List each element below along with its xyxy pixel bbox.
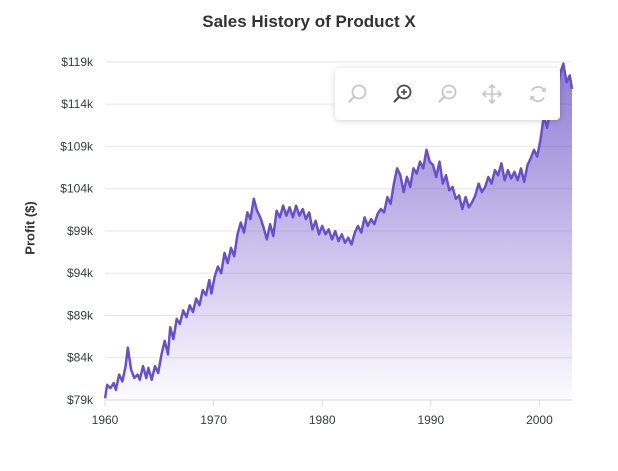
reset-icon bbox=[530, 85, 546, 103]
x-tick-label: 1960 bbox=[92, 413, 119, 427]
y-axis: $79k $84k $89k $94k $99k $104k $109k $114k $119k bbox=[60, 55, 94, 407]
x-tick-label: 1980 bbox=[309, 413, 336, 427]
reset-button[interactable] bbox=[525, 81, 551, 107]
pan-icon bbox=[481, 83, 503, 105]
selection-zoom-icon bbox=[348, 84, 367, 103]
zoom-out-icon bbox=[438, 84, 457, 103]
x-axis: 1960 1970 1980 1990 2000 bbox=[92, 399, 572, 427]
y-tick-label: $109k bbox=[60, 139, 94, 153]
y-tick-label: $89k bbox=[67, 308, 94, 322]
zoom-in-button[interactable] bbox=[390, 81, 416, 107]
y-tick-label: $114k bbox=[61, 97, 94, 111]
x-tick-label: 1990 bbox=[417, 413, 444, 427]
y-tick-label: $94k bbox=[67, 266, 94, 280]
y-tick-label: $79k bbox=[67, 393, 94, 407]
series-line bbox=[103, 62, 574, 399]
pan-button[interactable] bbox=[479, 81, 505, 107]
series-area bbox=[105, 63, 572, 400]
y-tick-label: $104k bbox=[60, 182, 94, 196]
selection-zoom-button[interactable] bbox=[345, 81, 371, 107]
zoom-in-icon bbox=[393, 84, 412, 103]
y-tick-label: $119k bbox=[61, 55, 94, 69]
x-tick-label: 2000 bbox=[526, 413, 553, 427]
zoom-out-button[interactable] bbox=[435, 81, 461, 107]
y-tick-label: $84k bbox=[67, 351, 94, 365]
chart-toolbar bbox=[335, 68, 560, 120]
chart-title: Sales History of Product X bbox=[202, 12, 416, 31]
y-tick-label: $99k bbox=[67, 224, 94, 238]
x-tick-label: 1970 bbox=[200, 413, 227, 427]
